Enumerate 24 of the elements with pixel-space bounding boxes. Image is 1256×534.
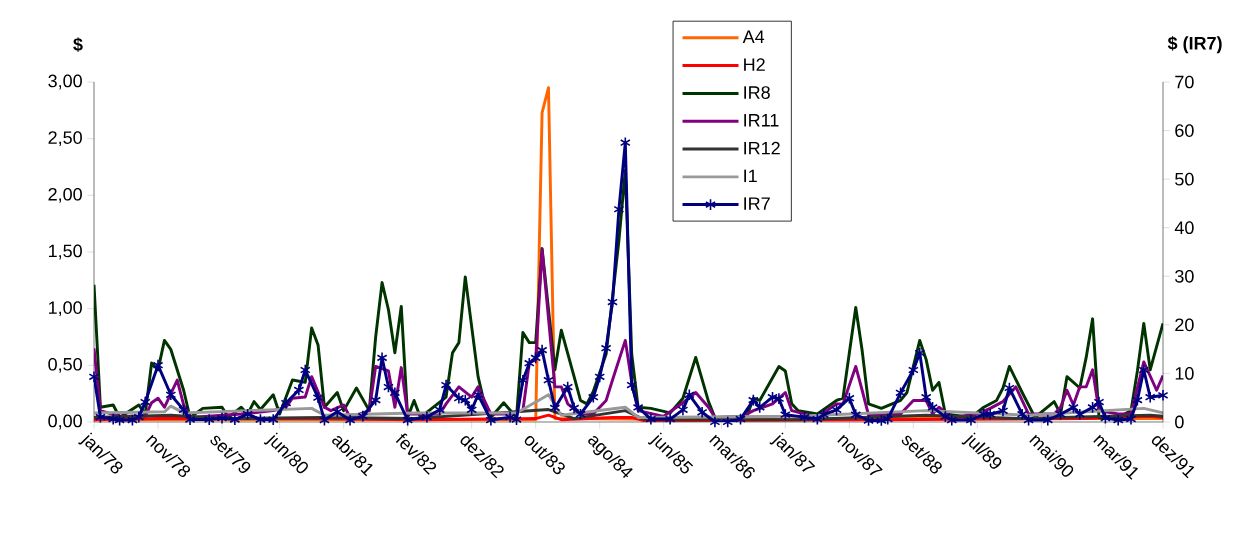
y2-axis-title: $ (IR7)	[1167, 36, 1222, 54]
y2-tick-label: 70	[1175, 75, 1194, 89]
y-tick-label: 3,00	[48, 74, 82, 90]
y-tick-label: 0,00	[48, 414, 82, 430]
y-tick-label: 2,00	[48, 187, 82, 203]
legend-label: A4	[742, 30, 765, 43]
y-tick-label: 2,50	[48, 131, 82, 147]
legend-label: IR7	[744, 197, 770, 210]
y-tick-label: 1,00	[48, 301, 82, 317]
y2-tick-label: 10	[1175, 367, 1194, 380]
y2-tick-label: 40	[1174, 221, 1194, 235]
y2-tick-label: 20	[1175, 318, 1194, 332]
y2-tick-label: 60	[1175, 124, 1194, 137]
legend-label: I1	[744, 169, 757, 183]
y2-tick-label: 0	[1175, 415, 1184, 429]
legend-label: H2	[744, 58, 765, 71]
y-axis-title: $	[73, 37, 83, 52]
y-tick-label: 1,50	[48, 244, 82, 260]
y-tick-label: 0,50	[48, 357, 82, 373]
y2-tick-label: 50	[1175, 172, 1194, 186]
legend-label: IR12	[744, 141, 780, 155]
y2-tick-label: 30	[1175, 269, 1194, 283]
legend-label: IR11	[744, 114, 779, 127]
legend-label: IR8	[744, 86, 770, 99]
